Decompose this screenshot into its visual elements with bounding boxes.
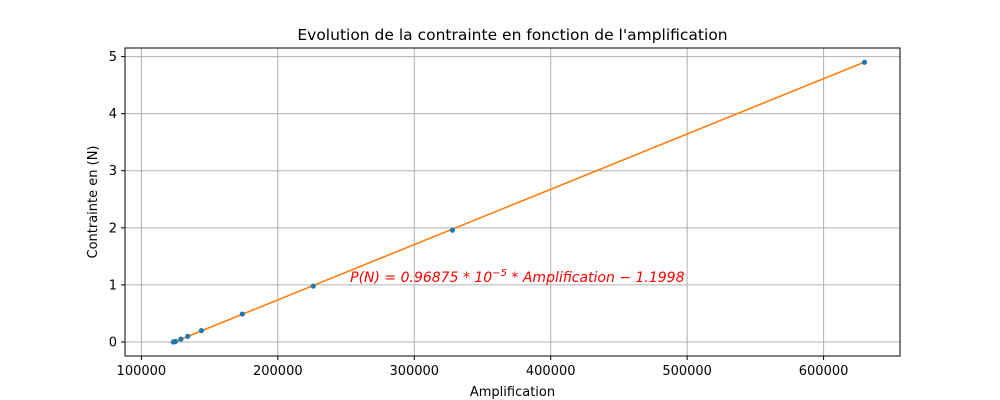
- data-point-5: [198, 327, 205, 334]
- y-tick-label-0: 0: [109, 336, 117, 351]
- data-point-9: [861, 59, 868, 65]
- x-axis-ticks: 100000 200000 300000 400000 500000 600000: [117, 356, 849, 379]
- x-tick-label-3: 400000: [526, 364, 576, 379]
- fit-line-layer: [173, 61, 865, 343]
- data-point-3: [178, 336, 184, 342]
- y-tick-label-4: 4: [109, 107, 117, 122]
- annotation-tail: * Amplification − 1.1998: [507, 270, 685, 286]
- x-tick-label-4: 500000: [662, 364, 712, 379]
- x-tick-label-5: 600000: [799, 364, 849, 379]
- data-points-layer: [170, 59, 868, 345]
- y-tick-label-1: 1: [109, 278, 117, 293]
- y-tick-label-3: 3: [109, 164, 117, 179]
- data-point-8: [449, 227, 456, 233]
- y-tick-label-5: 5: [109, 50, 117, 65]
- plot-frame: [124, 47, 901, 357]
- data-point-4: [185, 333, 191, 339]
- data-point-6: [239, 311, 245, 317]
- annotation-main: P(N) = 0.96875 * 10: [350, 270, 492, 286]
- grid-lines: [125, 48, 900, 356]
- annotation-exponent: −5: [492, 268, 507, 279]
- y-axis-ticks: 0 1 2 3 4 5: [109, 50, 125, 351]
- x-tick-label-0: 100000: [117, 364, 167, 379]
- fit-equation-annotation: P(N) = 0.96875 * 10−5 * Amplification − …: [350, 268, 684, 286]
- chart-title: Evolution de la contrainte en fonction d…: [297, 26, 727, 44]
- data-point-7: [310, 283, 316, 289]
- data-point-2: [172, 338, 179, 345]
- fit-line: [173, 61, 865, 343]
- x-axis-label: Amplification: [470, 385, 555, 400]
- y-axis-label: Contrainte en (N): [86, 146, 101, 259]
- x-tick-label-2: 300000: [389, 364, 439, 379]
- x-tick-label-1: 200000: [253, 364, 303, 379]
- y-tick-label-2: 2: [109, 221, 117, 236]
